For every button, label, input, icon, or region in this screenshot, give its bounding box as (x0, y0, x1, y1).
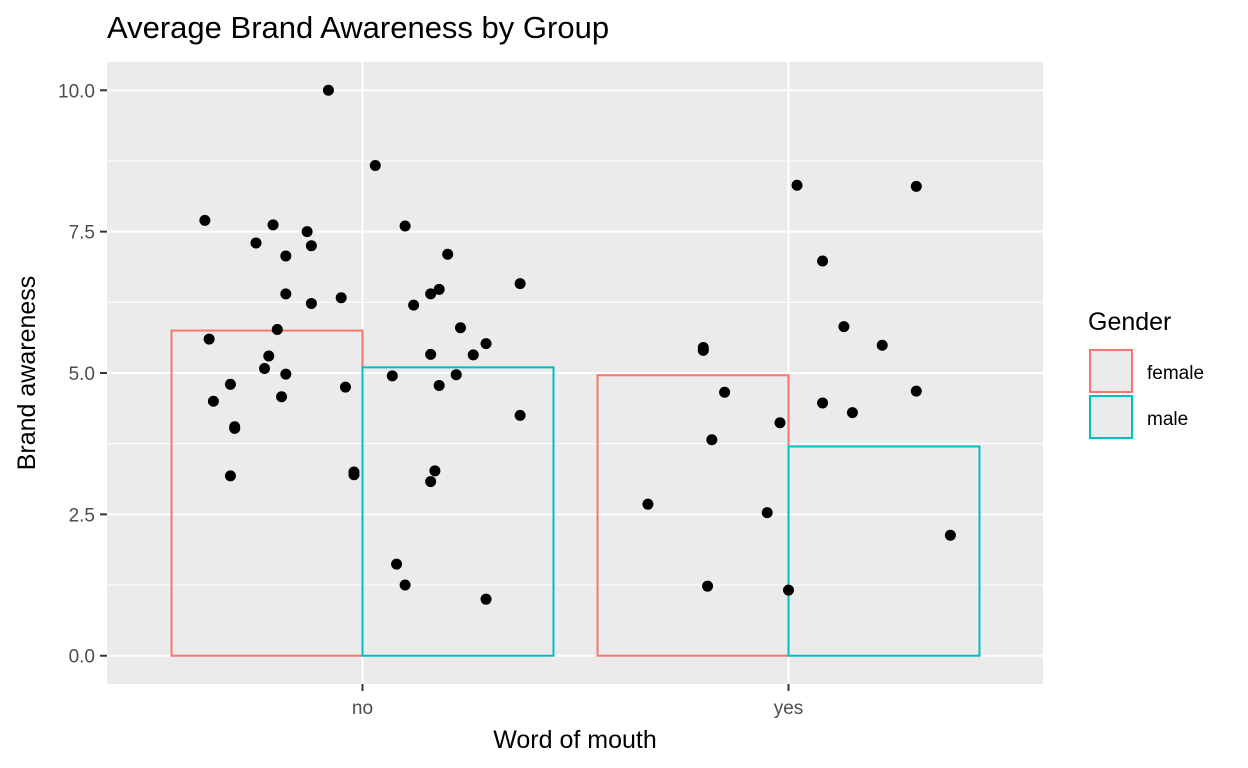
data-point-40 (480, 338, 492, 350)
y-tick-label-2: 5.0 (69, 364, 95, 385)
data-point-48 (706, 434, 718, 446)
data-point-49 (719, 386, 731, 398)
data-point-51 (774, 417, 786, 429)
data-point-30 (425, 288, 437, 300)
data-point-16 (301, 226, 313, 238)
data-point-58 (876, 339, 888, 351)
data-point-9 (263, 350, 275, 362)
data-point-36 (442, 248, 454, 260)
data-point-61 (944, 529, 956, 541)
data-point-31 (425, 476, 437, 488)
data-point-10 (267, 219, 279, 231)
data-point-33 (429, 465, 441, 477)
data-point-27 (399, 579, 411, 591)
legend-key-male (1089, 395, 1133, 439)
data-point-18 (305, 297, 317, 309)
data-point-0 (199, 214, 211, 226)
legend-title: Gender (1088, 308, 1171, 336)
data-point-2 (207, 395, 219, 407)
data-point-4 (224, 470, 236, 482)
data-point-24 (369, 159, 381, 171)
data-point-11 (271, 323, 283, 335)
bars (170, 329, 981, 657)
data-point-44 (642, 498, 654, 510)
data-point-3 (224, 378, 236, 390)
data-point-17 (305, 240, 317, 252)
data-point-21 (339, 381, 351, 393)
data-point-37 (450, 369, 462, 381)
data-point-8 (259, 362, 271, 374)
legend-label-male: male (1147, 409, 1188, 430)
y-axis-title: Brand awareness (13, 276, 41, 471)
data-point-34 (433, 283, 445, 295)
data-point-39 (467, 349, 479, 361)
y-axis: 0.0 2.5 5.0 7.5 10.0 (58, 81, 107, 668)
data-point-19 (322, 84, 334, 96)
data-point-15 (280, 288, 292, 300)
x-axis-title: Word of mouth (493, 726, 657, 754)
data-point-28 (399, 220, 411, 232)
legend-key-female (1089, 349, 1133, 393)
chart-title: Average Brand Awareness by Group (107, 10, 609, 45)
bar-male-yes (787, 445, 981, 657)
x-axis: no yes (352, 684, 803, 719)
x-tick-label-0: no (352, 698, 373, 719)
data-point-52 (783, 584, 794, 596)
y-tick-label-0: 0.0 (69, 647, 95, 668)
legend-label-female: female (1147, 363, 1204, 384)
x-tick-label-1: yes (774, 698, 804, 719)
data-point-1 (203, 333, 215, 345)
data-point-56 (838, 321, 850, 333)
legend: Gender female male (1088, 308, 1204, 439)
data-point-32 (425, 348, 437, 360)
data-point-20 (335, 292, 347, 304)
data-point-57 (846, 407, 858, 419)
data-point-50 (761, 507, 773, 519)
data-point-41 (480, 593, 492, 605)
data-point-6 (229, 421, 241, 433)
data-point-54 (817, 255, 829, 267)
data-point-25 (386, 370, 398, 382)
data-point-26 (391, 558, 403, 570)
data-point-47 (702, 580, 714, 592)
data-point-13 (280, 368, 292, 380)
y-tick-label-1: 2.5 (69, 505, 95, 526)
data-point-29 (408, 299, 420, 311)
jitter-points (199, 84, 956, 605)
y-tick-label-3: 7.5 (69, 223, 95, 244)
data-point-42 (514, 278, 526, 290)
data-point-60 (910, 385, 922, 397)
data-point-7 (250, 237, 262, 249)
data-point-46 (697, 344, 709, 356)
data-point-12 (276, 391, 288, 403)
data-point-53 (791, 179, 803, 191)
data-point-38 (454, 322, 466, 334)
data-point-23 (348, 466, 360, 478)
data-point-59 (910, 180, 922, 192)
bar-male-no (361, 366, 555, 657)
y-tick-label-4: 10.0 (58, 81, 95, 102)
data-point-55 (817, 397, 829, 409)
data-point-14 (280, 250, 292, 262)
data-point-35 (433, 379, 445, 391)
data-point-43 (514, 409, 526, 421)
